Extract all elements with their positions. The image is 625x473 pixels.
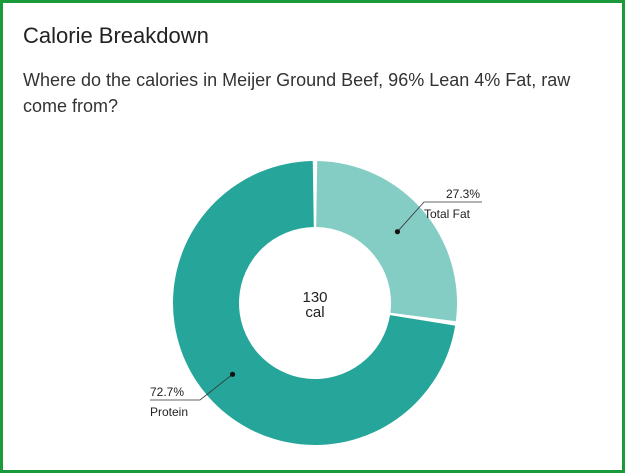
card-title: Calorie Breakdown: [23, 23, 209, 48]
leader-dot-protein: [229, 371, 236, 377]
leader-line-total-fat: [397, 201, 482, 232]
slice-leaders: 27.3% Total Fat 72.7% Protein: [150, 187, 482, 419]
slice-protein: [173, 161, 456, 445]
category-label-protein: Protein: [150, 405, 188, 419]
percent-label-protein: 72.7%: [150, 385, 184, 399]
card-subtitle: Where do the calories in Meijer Ground B…: [23, 70, 571, 116]
slice-total-fat: [316, 161, 457, 322]
category-label-total-fat: Total Fat: [424, 207, 471, 221]
center-calorie-value: 130: [302, 289, 327, 306]
donut-slices: [173, 161, 457, 445]
center-calorie-unit: cal: [305, 304, 324, 321]
leader-dot-total-fat: [394, 229, 401, 235]
leader-line-protein: [150, 373, 233, 401]
percent-label-total-fat: 27.3%: [446, 187, 480, 201]
